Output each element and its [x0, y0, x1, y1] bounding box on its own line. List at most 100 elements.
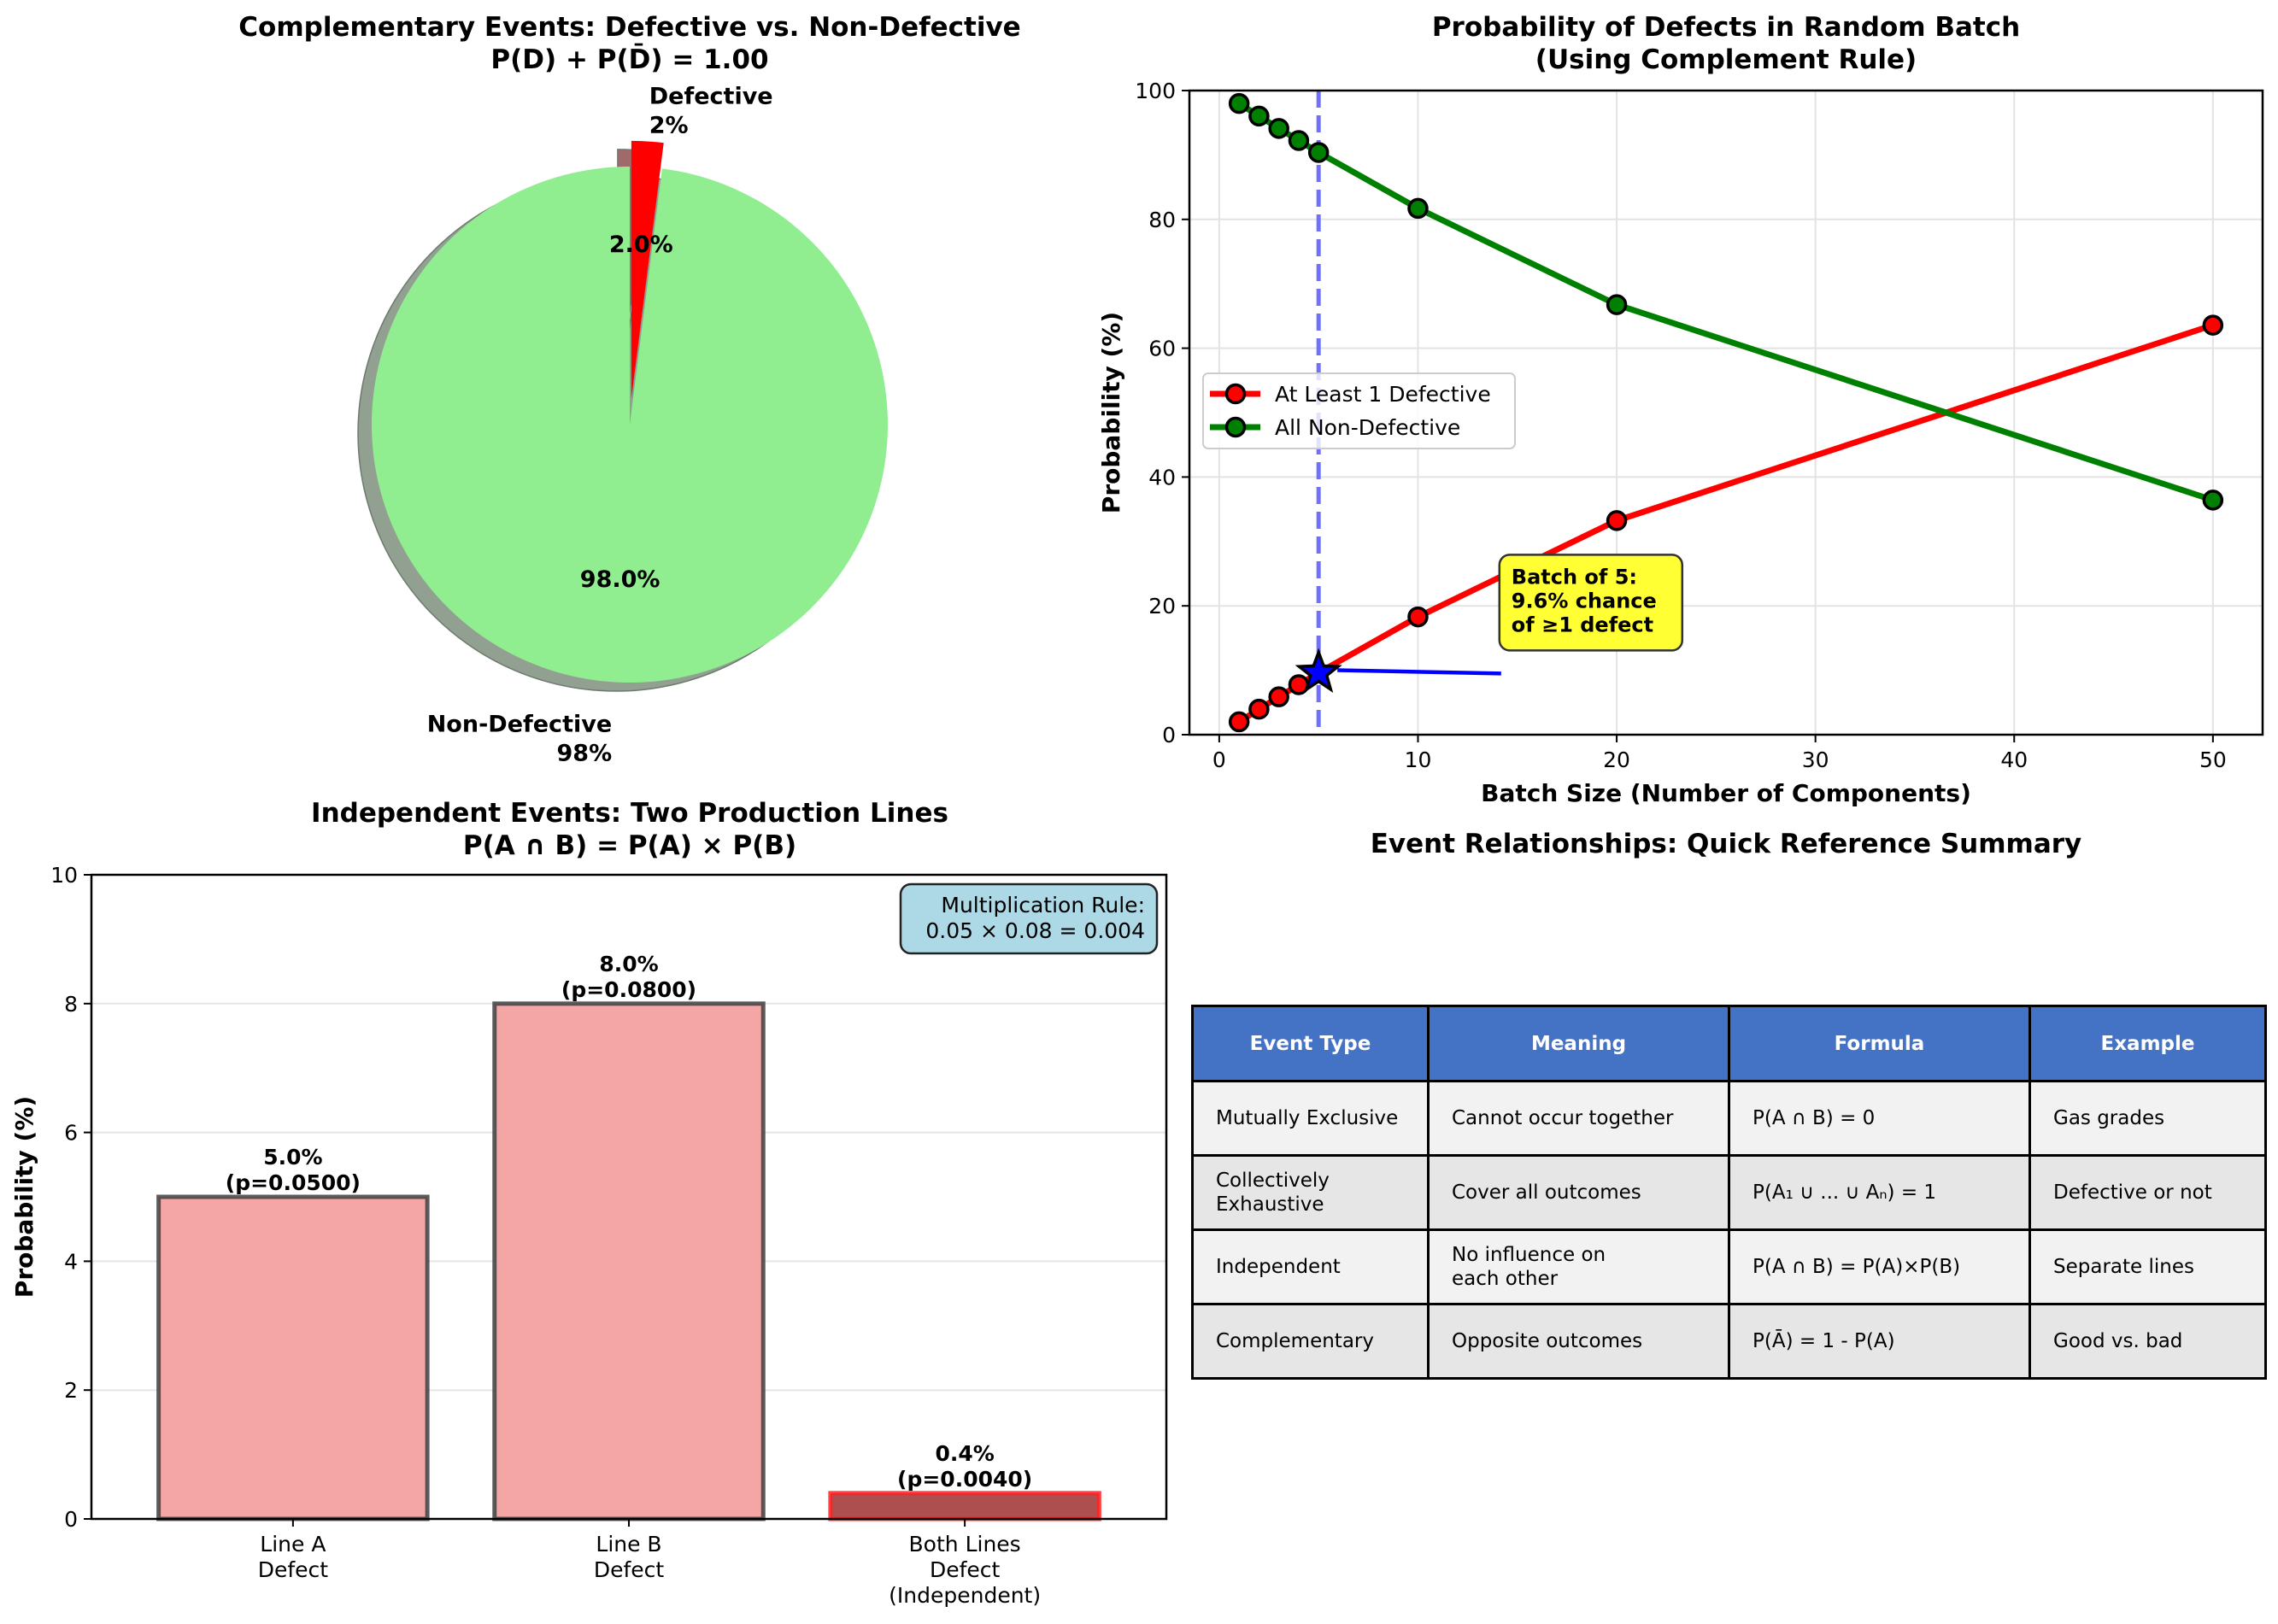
annotation-arrow	[1337, 668, 1501, 676]
table-row: Collectively Exhaustive Cover all outcomes…	[1191, 1154, 2267, 1231]
line-y-tick-label: 20	[1148, 594, 1176, 619]
line-axes-frame	[1188, 89, 2264, 736]
series-point-1	[1248, 105, 1270, 127]
table-cell: Collectively Exhaustive	[1191, 1154, 1430, 1231]
line-x-tick-label: 40	[2000, 748, 2028, 772]
table-cell: P(Ā) = 1 - P(A)	[1728, 1303, 2031, 1380]
pie-pct-label: 2.0%	[609, 232, 673, 258]
line-title: Probability of Defects in Random Batch	[1432, 12, 2020, 43]
series-point-1	[1288, 130, 1310, 151]
series-point-1	[1307, 142, 1330, 163]
series-point-1	[1228, 92, 1250, 114]
bar-y-tick-label: 2	[64, 1378, 78, 1403]
table-cell: Separate lines	[2028, 1228, 2267, 1305]
table-cell: Gas grades	[2028, 1080, 2267, 1157]
pie-slice-defective	[631, 140, 664, 399]
legend-swatch-marker	[1224, 416, 1247, 438]
table-cell: Mutually Exclusive	[1191, 1080, 1430, 1157]
line-subtitle: (Using Complement Rule)	[1535, 44, 1917, 75]
bar-x-tick-label: Both Lines Defect (Independent)	[889, 1532, 1041, 1608]
pie-chart-panel: Complementary Events: Defective vs. Non-…	[238, 12, 1020, 767]
bar-2	[828, 1491, 1101, 1521]
table-cell: Cannot occur together	[1427, 1080, 1730, 1157]
bar-y-tick-label: 6	[64, 1121, 78, 1146]
bar-chart-panel: Independent Events: Two Production Lines…	[10, 798, 1168, 1608]
pie-outer-label: Defective 2%	[649, 83, 773, 138]
bar-y-tick-label: 0	[64, 1507, 78, 1532]
series-point-1	[2202, 490, 2224, 511]
multiplication-rule-box	[899, 882, 1159, 955]
line-x-tick-label: 50	[2199, 748, 2227, 772]
line-chart-panel: Probability of Defects in Random Batch (…	[1097, 12, 2264, 807]
table-title: Event Relationships: Quick Reference Sum…	[1371, 829, 2082, 859]
table-cell: Complementary	[1191, 1303, 1430, 1380]
table-cell: Opposite outcomes	[1427, 1303, 1730, 1380]
bar-y-tick-label: 10	[50, 863, 78, 888]
pie-outer-label: Non-Defective 98%	[427, 712, 612, 767]
bar-1	[492, 1001, 766, 1521]
pie-subtitle: P(D) + P(D̄) = 1.00	[490, 44, 768, 75]
table-header-cell: Example	[2028, 1005, 2267, 1082]
series-point-0	[1248, 698, 1270, 720]
bar-value-label: 5.0% (p=0.0500)	[226, 1145, 361, 1195]
legend-swatch-marker	[1224, 383, 1247, 405]
series-point-0	[1228, 711, 1250, 733]
table-row: Complementary Opposite outcomes P(Ā) = 1 -…	[1191, 1303, 2267, 1380]
table-cell: Independent	[1191, 1228, 1430, 1305]
bar-value-label: 8.0% (p=0.0800)	[561, 952, 696, 1002]
table-header-cell: Event Type	[1191, 1005, 1430, 1082]
multiplication-rule-text: Multiplication Rule: 0.05 × 0.08 = 0.004	[925, 893, 1145, 943]
series-point-1	[1606, 294, 1628, 315]
bar-x-tick-label: Line A Defect	[258, 1532, 329, 1582]
annotation-box	[1498, 554, 1684, 652]
table-row: Independent No influence on each other P(A …	[1191, 1228, 2267, 1305]
line-x-tick-label: 30	[1802, 748, 1829, 772]
pie-pct-label: 98.0%	[580, 566, 661, 593]
line-y-tick-label: 60	[1148, 337, 1176, 361]
legend-label: All Non-Defective	[1275, 415, 1460, 440]
series-point-0	[1407, 606, 1429, 628]
bar-axes-frame	[90, 873, 1168, 1521]
series-point-1	[1407, 197, 1429, 220]
line-x-tick-label: 20	[1603, 748, 1630, 772]
line-y-tick-label: 80	[1148, 208, 1176, 232]
table-cell: P(A ∩ B) = P(A)×P(B)	[1728, 1228, 2031, 1305]
summary-table: Event Type Meaning Formula Example Mutua…	[1191, 1005, 2267, 1380]
line-x-tick-label: 0	[1212, 748, 1226, 772]
highlight-star-marker	[1295, 648, 1342, 694]
legend-label: At Least 1 Defective	[1275, 382, 1491, 407]
table-cell: Cover all outcomes	[1427, 1154, 1730, 1231]
bar-0	[156, 1194, 430, 1521]
annotation-text: Batch of 5: 9.6% chance of ≥1 defect	[1512, 565, 1657, 636]
line-y-axis-label: Probability (%)	[1097, 312, 1125, 513]
table-cell: Good vs. bad	[2028, 1303, 2267, 1380]
table-header-cell: Formula	[1728, 1005, 2031, 1082]
bar-y-tick-label: 8	[64, 992, 78, 1017]
line-y-tick-label: 40	[1148, 465, 1176, 490]
bar-title: Independent Events: Two Production Lines	[311, 798, 948, 829]
bar-x-tick-label: Line B Defect	[594, 1532, 665, 1582]
table-row: Mutually Exclusive Cannot occur together P…	[1191, 1080, 2267, 1157]
bar-value-label: 0.4% (p=0.0040)	[897, 1441, 1032, 1492]
pie-title: Complementary Events: Defective vs. Non-…	[238, 12, 1020, 43]
bar-y-axis-label: Probability (%)	[10, 1096, 38, 1298]
series-point-0	[1268, 686, 1289, 707]
table-cell: Defective or not	[2028, 1154, 2267, 1231]
table-header-cell: Meaning	[1427, 1005, 1730, 1082]
table-cell: P(A₁ ∪ ... ∪ Aₙ) = 1	[1728, 1154, 2031, 1231]
pie-slice-non-defective	[372, 167, 889, 683]
bar-subtitle: P(A ∩ B) = P(A) × P(B)	[463, 830, 796, 861]
line-x-axis-label: Batch Size (Number of Components)	[1481, 779, 1971, 807]
line-y-tick-label: 100	[1135, 79, 1176, 103]
table-cell: P(A ∩ B) = 0	[1728, 1080, 2031, 1157]
series-point-0	[1606, 510, 1628, 531]
bar-y-tick-label: 4	[64, 1249, 78, 1274]
series-point-0	[2202, 314, 2224, 336]
legend-box	[1202, 372, 1516, 449]
table-cell: No influence on each other	[1427, 1228, 1730, 1305]
table-header-row: Event Type Meaning Formula Example	[1191, 1005, 2267, 1082]
series-point-1	[1268, 118, 1289, 139]
line-y-tick-label: 0	[1162, 723, 1176, 748]
line-x-tick-label: 10	[1405, 748, 1432, 772]
